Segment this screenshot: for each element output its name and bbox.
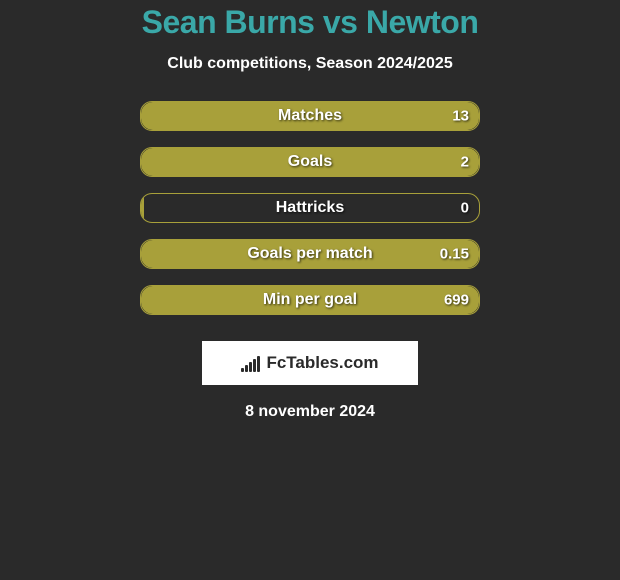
stat-bar-track: Hattricks0 — [140, 193, 480, 223]
stat-label: Goals — [141, 153, 479, 171]
stat-row: Matches13 — [140, 101, 480, 131]
stat-value: 699 — [444, 292, 469, 309]
stat-row: Hattricks0 — [140, 193, 480, 223]
stat-value: 2 — [461, 154, 469, 171]
brand-text: FcTables.com — [266, 353, 378, 373]
stat-label: Hattricks — [141, 199, 479, 217]
fctables-icon — [241, 354, 260, 372]
stat-bar-track: Matches13 — [140, 101, 480, 131]
stat-row: Goals per match0.15 — [140, 239, 480, 269]
stat-row: Min per goal699 — [140, 285, 480, 315]
stat-label: Min per goal — [141, 291, 479, 309]
stat-value: 13 — [452, 108, 469, 125]
stat-bar-track: Goals per match0.15 — [140, 239, 480, 269]
stat-value: 0 — [461, 200, 469, 217]
date-label: 8 november 2024 — [245, 403, 375, 421]
stat-value: 0.15 — [440, 246, 469, 263]
brand-box: FcTables.com — [202, 341, 418, 385]
stat-row: Goals2 — [140, 147, 480, 177]
stat-bar-track: Goals2 — [140, 147, 480, 177]
stat-bar-track: Min per goal699 — [140, 285, 480, 315]
stat-rows: Matches13 Goals2 Hattricks0 Goals per match… — [140, 101, 480, 331]
subtitle: Club competitions, Season 2024/2025 — [167, 55, 452, 73]
stat-label: Goals per match — [141, 245, 479, 263]
stat-label: Matches — [141, 107, 479, 125]
page-title: Sean Burns vs Newton — [142, 4, 479, 41]
